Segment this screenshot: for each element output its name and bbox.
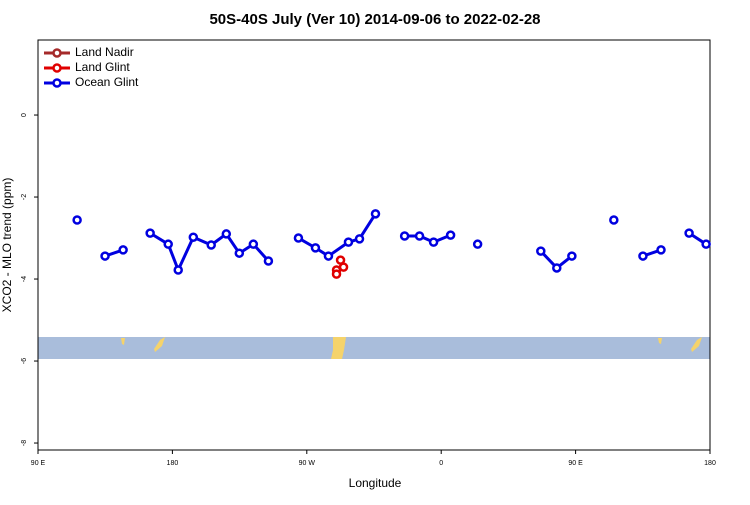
- data-point: [609, 215, 619, 225]
- data-point: [310, 243, 321, 253]
- x-tick-label: 90 E: [31, 460, 46, 467]
- legend-label: Ocean Glint: [75, 75, 139, 89]
- data-point: [638, 251, 648, 261]
- data-point: [118, 245, 128, 255]
- data-point: [323, 251, 334, 261]
- data-point: [188, 232, 199, 242]
- data-point: [173, 265, 183, 275]
- x-tick-label: 180: [704, 460, 716, 467]
- x-axis-label: Longitude: [349, 476, 402, 490]
- chart-title: 50S-40S July (Ver 10) 2014-09-06 to 2022…: [209, 11, 540, 28]
- data-point: [145, 228, 155, 238]
- legend-marker: [52, 78, 62, 88]
- data-point: [248, 239, 259, 249]
- y-tick-label: -6: [21, 358, 28, 364]
- data-point: [656, 245, 666, 255]
- data-point: [263, 256, 274, 266]
- data-point: [163, 239, 173, 249]
- data-point: [536, 246, 546, 256]
- y-tick-label: 0: [21, 113, 28, 117]
- y-axis-label: XCO2 - MLO trend (ppm): [0, 178, 14, 313]
- data-point: [428, 237, 439, 247]
- data-point: [221, 229, 232, 239]
- data-point: [206, 240, 216, 250]
- y-tick-label: -2: [21, 194, 28, 200]
- map-strip: [38, 337, 710, 359]
- data-point: [343, 237, 354, 247]
- data-point: [72, 215, 82, 225]
- x-tick-label: 90 E: [568, 460, 583, 467]
- data-point: [100, 251, 110, 261]
- data-point: [234, 248, 245, 258]
- x-tick-label: 0: [439, 460, 443, 467]
- data-point: [293, 233, 304, 243]
- data-point: [567, 251, 577, 261]
- y-tick-label: -4: [21, 276, 28, 282]
- data-point: [701, 239, 711, 249]
- data-point: [552, 263, 562, 273]
- data-point: [445, 230, 456, 240]
- legend-label: Land Nadir: [75, 45, 134, 59]
- y-tick-label: -8: [21, 440, 28, 446]
- data-point: [399, 231, 410, 241]
- data-point: [370, 209, 381, 219]
- data-point: [684, 228, 694, 238]
- x-tick-label: 180: [167, 460, 179, 467]
- legend-marker: [52, 63, 62, 73]
- data-point: [331, 269, 342, 279]
- plot-frame: [37, 39, 711, 451]
- data-point: [354, 234, 365, 244]
- data-point: [472, 239, 483, 249]
- x-tick-label: 90 W: [299, 460, 316, 467]
- legend-marker: [52, 48, 62, 58]
- legend-label: Land Glint: [75, 60, 130, 74]
- data-point: [414, 231, 425, 241]
